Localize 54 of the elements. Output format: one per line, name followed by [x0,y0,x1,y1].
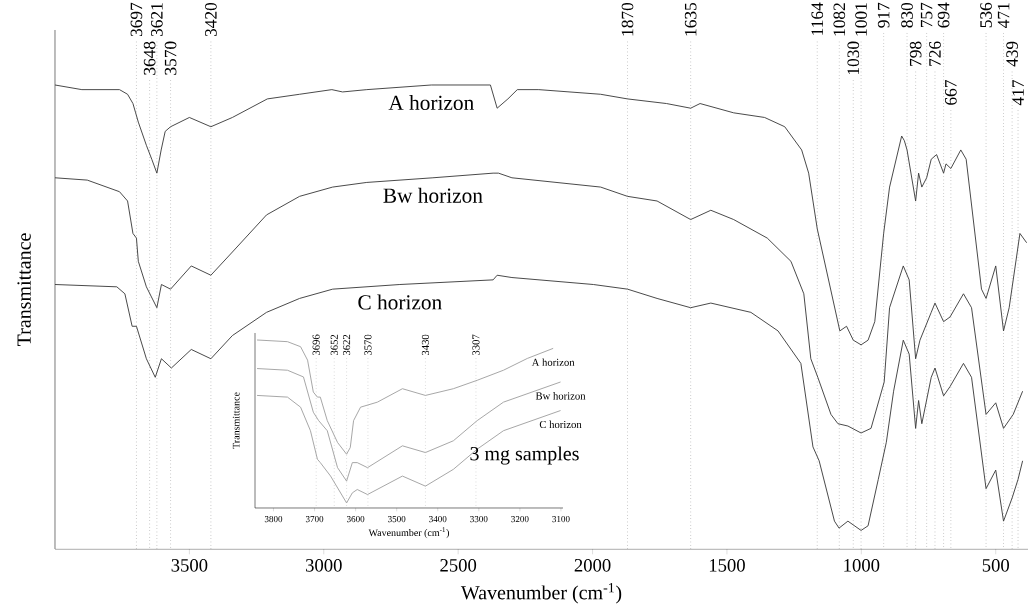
ref-line-label: 471 [997,3,1010,28]
series-label: Bw horizon [535,392,586,400]
ref-line-label: 3652 [330,334,338,356]
ref-line-label: 3570 [164,41,177,75]
ref-line-label: 1870 [621,2,634,36]
x-tick-label: 3600 [346,516,365,523]
ref-line-label: 667 [945,80,957,105]
x-tick-label: 3500 [388,516,406,523]
ref-line-label: 439 [1006,41,1018,67]
x-tick-label: 3100 [552,516,570,523]
ref-line-label: 3622 [342,334,351,356]
x-axis-title: Wavenumber (cm$^{-1}$) [368,527,450,539]
x-tick-label: 1500 [709,559,745,572]
ref-line-label: 3696 [312,334,320,356]
ref-line-label: 3307 [472,334,480,356]
ref-line-label: 1164 [811,2,824,35]
ref-line-label: 726 [929,41,941,66]
ref-line-label: 3648 [143,41,156,75]
x-tick-label: 3700 [305,516,324,523]
ref-line-label: 1030 [847,41,860,75]
x-tick-label: 3300 [470,516,488,523]
x-tick-label: 3400 [429,516,447,523]
ref-line-label: 1635 [684,2,697,36]
x-tick-label: 1000 [844,559,880,572]
ref-line-label: 3420 [205,2,217,37]
series-label: C horizon [539,420,582,429]
ref-line-label: 1001 [855,3,867,36]
x-tick-label: 500 [982,559,1010,572]
ref-line-label: 417 [1012,80,1024,106]
ref-line-label: 694 [937,2,950,28]
x-axis-title: Wavenumber (cm$^{-1}$) [460,583,622,604]
ref-line-label: 3570 [364,334,372,356]
series-label: A horizon [388,95,474,111]
ref-line-label: 1082 [833,3,846,36]
y-axis-title: Transmittance [17,233,31,346]
ref-line-label: 757 [920,2,933,28]
x-tick-label: 3800 [264,516,283,523]
ref-line-label: 3621 [151,3,163,37]
ref-line-label: 536 [980,2,992,28]
x-tick-label: 2000 [574,559,611,572]
ref-line-label: 917 [877,2,890,28]
x-tick-label: 2500 [440,559,477,572]
series-label: A horizon [531,358,575,366]
x-tick-label: 3000 [306,559,342,572]
x-tick-label: 3500 [171,559,208,572]
ref-line-label: 3430 [421,334,430,356]
series-label: Bw horizon [383,187,483,203]
y-axis-title: Transmittance [232,392,240,449]
annotation: 3 mg samples [470,446,579,465]
series-label: C horizon [358,294,442,310]
ref-line-label: 798 [909,41,922,66]
ref-line-label: 3697 [130,2,143,37]
x-tick-label: 3200 [511,516,529,523]
ref-line-label: 830 [901,2,913,28]
